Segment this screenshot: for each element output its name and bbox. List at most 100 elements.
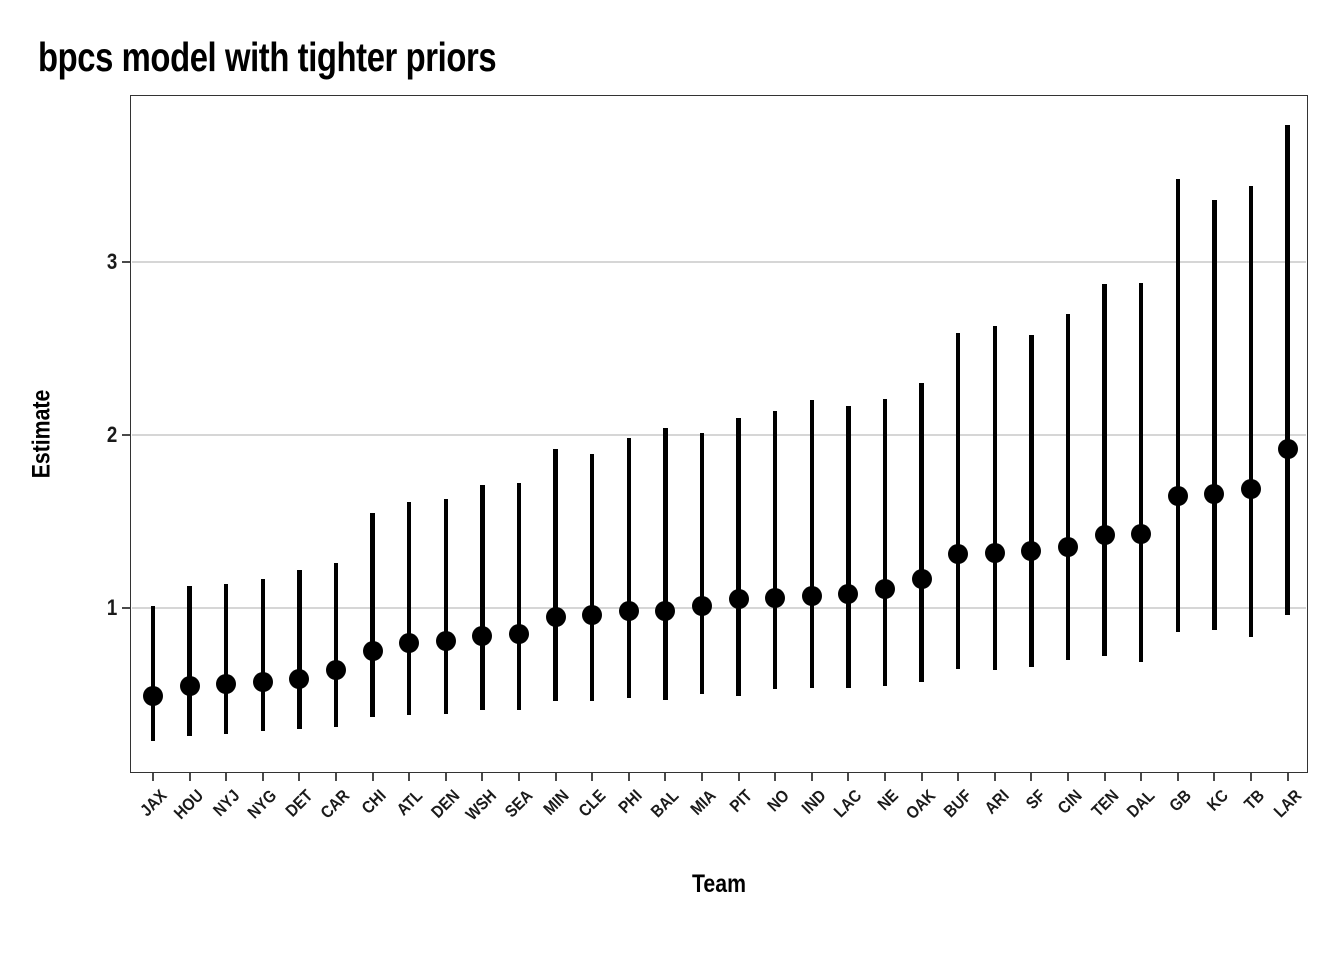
x-tick-label-text-ne: NE [874,786,903,815]
error-bar-den [443,499,449,714]
x-tick-label-text-buf: BUF [940,786,976,822]
gridline-3 [131,261,1307,263]
x-tick-label-text-no: NO [763,786,793,816]
gridline-1 [131,607,1307,609]
x-tick-label-text-ari: ARI [980,786,1013,818]
x-tick-den [444,773,447,781]
error-bar-gb [1175,178,1181,633]
y-tick-label-text-2: 2 [106,422,118,447]
point-estimate-nyg [252,672,273,693]
x-tick-ne [884,773,886,781]
point-estimate-cin [1058,537,1078,558]
error-bar-nyg [260,578,266,731]
x-tick-label-text-ind: IND [797,786,830,818]
point-estimate-hou [179,675,200,696]
x-tick-dal [1140,773,1143,781]
x-tick-label-text-cle: CLE [575,786,610,821]
x-tick-hou [188,773,191,781]
y-tick-2 [122,434,130,436]
gridline-2 [131,434,1307,436]
point-estimate-det [289,668,310,689]
error-bar-sf [1029,334,1034,667]
error-bar-chi [370,512,375,717]
x-tick-sea [518,773,520,781]
x-tick-label-text-min: MIN [540,786,574,819]
x-tick-det [298,773,301,781]
point-estimate-oak [911,568,932,589]
x-tick-kc [1213,773,1216,781]
error-bar-car [333,563,339,728]
error-bar-ten [1102,284,1107,657]
x-tick-ten [1103,773,1106,781]
error-bar-dal [1138,282,1144,662]
x-tick-car [335,773,337,781]
error-bar-sea [516,483,522,711]
x-tick-lar [1286,773,1289,781]
x-tick-label-text-det: DET [282,786,317,821]
x-tick-label-text-oak: OAK [902,786,940,823]
error-bar-bal [663,428,668,700]
point-estimate-den [435,630,456,651]
x-tick-no [774,773,777,781]
point-estimate-phi [618,601,639,622]
x-tick-gb [1176,773,1179,781]
x-tick-phi [627,773,630,781]
error-bar-hou [187,585,192,736]
error-bar-wsh [480,485,485,711]
error-bar-cle [589,454,595,702]
error-bar-min [553,448,558,702]
point-estimate-pit [728,589,749,610]
x-tick-mia [701,773,703,781]
x-tick-jax [152,773,154,781]
x-tick-label-text-sf: SF [1021,786,1049,813]
point-estimate-atl [399,632,420,653]
point-estimate-jax [143,686,163,707]
error-bar-pit [736,417,741,697]
x-tick-lac [847,773,850,781]
error-bar-lar [1285,125,1290,615]
error-bar-kc [1212,199,1217,631]
error-bar-ne [882,398,888,686]
x-tick-bal [664,773,667,781]
x-tick-label-text-dal: DAL [1123,786,1159,822]
y-tick-1 [122,607,130,609]
point-estimate-min [545,606,566,627]
y-tick-label-1: 1 [0,595,118,621]
y-tick-label-text-3: 3 [106,249,118,274]
error-bar-nyj [223,583,229,735]
point-estimate-ten [1094,525,1115,546]
point-estimate-cle [582,604,603,625]
error-bar-ind [809,400,815,688]
x-tick-min [554,773,557,781]
point-estimate-ind [801,585,822,606]
x-tick-label-text-lar: LAR [1269,786,1306,822]
x-tick-ind [810,773,813,781]
error-bar-ari [992,326,998,671]
point-estimate-nyj [216,674,237,695]
x-tick-label-text-ten: TEN [1087,786,1123,821]
x-tick-nyg [261,773,264,781]
x-tick-label-text-nyj: NYJ [209,786,244,821]
x-tick-label-text-tb: TB [1240,786,1269,814]
x-tick-label-text-kc: KC [1203,786,1232,815]
y-tick-label-2: 2 [0,422,118,448]
point-estimate-bal [655,601,676,622]
point-estimate-ne [875,578,895,599]
error-bar-atl [406,502,412,716]
y-tick-label-3: 3 [0,249,118,275]
point-estimate-tb [1241,478,1261,499]
error-bar-mia [699,433,705,695]
x-tick-label-text-nyg: NYG [243,786,281,823]
x-tick-sf [1030,773,1033,781]
x-tick-pit [737,773,740,781]
x-tick-ari [993,773,996,781]
point-estimate-chi [362,641,383,662]
point-estimate-no [765,587,786,608]
x-tick-chi [371,773,374,781]
x-tick-label-text-wsh: WSH [461,786,500,825]
point-estimate-buf [948,544,969,565]
x-tick-label-text-sea: SEA [501,786,537,822]
x-tick-label-text-jax: JAX [136,786,171,821]
error-bar-lac [846,405,851,688]
point-estimate-lar [1277,438,1298,459]
